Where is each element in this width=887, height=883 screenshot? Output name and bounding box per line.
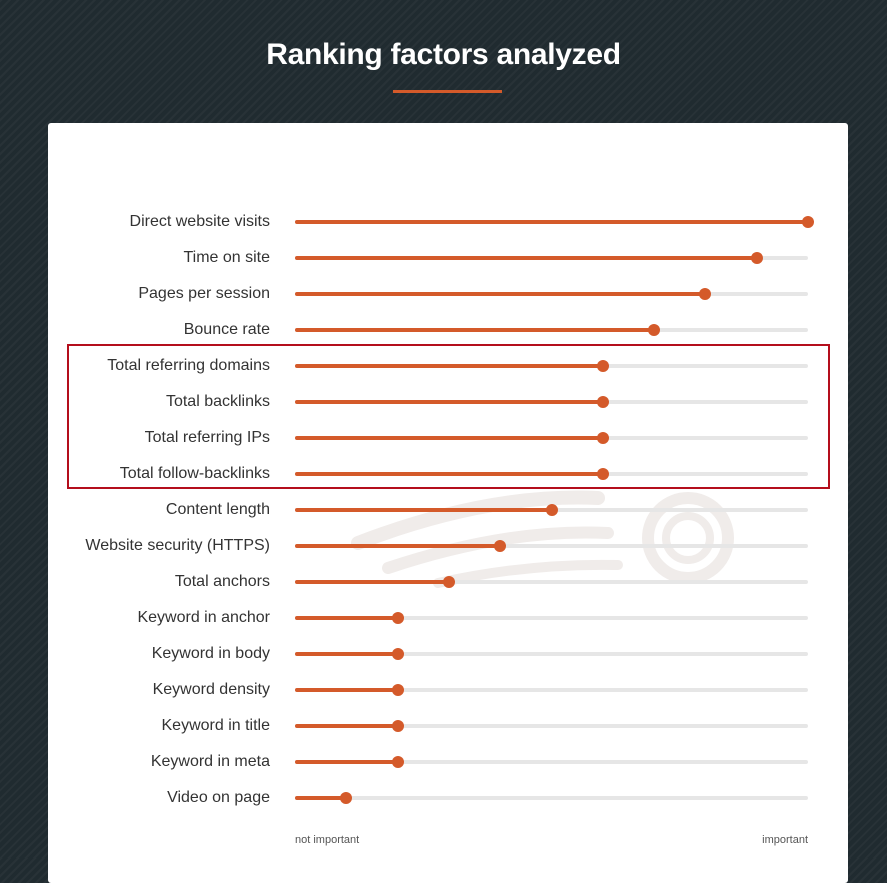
bar-value-marker (442, 576, 455, 588)
bar-fill (295, 436, 603, 440)
bar-track (295, 540, 808, 552)
bar-value-marker (391, 684, 404, 696)
bar-label: Total referring domains (107, 357, 270, 374)
chart-card: Direct website visits Time on site Pages p… (48, 123, 848, 883)
bar-track (295, 792, 808, 804)
bar-value-marker (750, 252, 763, 264)
bar-track (295, 576, 808, 588)
bar-label: Total anchors (174, 573, 270, 590)
bar-row: Total referring IPs (48, 420, 848, 456)
bar-track (295, 504, 808, 516)
bar-track (295, 468, 808, 480)
bar-fill (295, 544, 501, 548)
bar-label: Keyword in meta (150, 753, 270, 770)
bar-row: Total anchors (48, 564, 848, 600)
bar-row: Keyword density (48, 672, 848, 708)
bar-row: Keyword in anchor (48, 600, 848, 636)
bar-value-marker (596, 432, 609, 444)
bar-fill (295, 256, 757, 260)
bar-row: Time on site (48, 240, 848, 276)
brand-watermark-icon (351, 490, 734, 588)
axis-max-label: important (762, 834, 808, 846)
bar-row: Total follow-backlinks (48, 456, 848, 492)
bar-label: Website security (HTTPS) (85, 537, 270, 554)
bar-fill (295, 652, 398, 656)
bar-row: Pages per session (48, 276, 848, 312)
bar-track (295, 684, 808, 696)
bar-label: Content length (165, 501, 270, 518)
bar-fill (295, 508, 552, 512)
bar-label: Time on site (183, 249, 270, 266)
bar-value-marker (802, 216, 814, 228)
bar-label: Direct website visits (129, 213, 270, 230)
bar-label: Keyword in title (161, 717, 271, 734)
bar-fill (295, 292, 706, 296)
bar-track (295, 324, 808, 336)
bar-track (295, 216, 814, 228)
bar-row: Direct website visits (48, 204, 848, 240)
bar-track (295, 612, 808, 624)
bar-label: Total follow-backlinks (119, 465, 270, 482)
bar-row: Keyword in body (48, 636, 848, 672)
bar-track (295, 648, 808, 660)
bar-track (295, 396, 808, 408)
bar-value-marker (596, 468, 609, 480)
bar-fill (295, 364, 603, 368)
bar-label: Pages per session (138, 285, 270, 302)
bar-value-marker (545, 504, 558, 516)
bar-value-marker (391, 612, 404, 624)
bar-value-marker (596, 396, 609, 408)
bar-label: Video on page (167, 789, 270, 806)
bar-row: Keyword in meta (48, 744, 848, 780)
bar-label: Keyword density (152, 681, 270, 698)
bar-fill (295, 400, 603, 404)
bar-label: Bounce rate (183, 321, 270, 338)
bar-fill (295, 472, 603, 476)
title-underline (393, 90, 502, 93)
bar-row: Content length (48, 492, 848, 528)
page-title: Ranking factors analyzed (266, 38, 621, 71)
bar-value-marker (596, 360, 609, 372)
bar-fill (295, 760, 398, 764)
bar-value-marker (391, 756, 404, 768)
bar-fill (295, 724, 398, 728)
bar-track (295, 360, 808, 372)
bar-fill (295, 616, 398, 620)
bar-value-marker (494, 540, 507, 552)
bar-fill (295, 580, 449, 584)
bar-track (295, 756, 808, 768)
bar-row: Website security (HTTPS) (48, 528, 848, 564)
bar-label: Total backlinks (165, 393, 270, 410)
bar-fill (295, 796, 347, 800)
bar-value-marker (340, 792, 353, 804)
bar-label: Total referring IPs (144, 429, 270, 446)
bar-label: Keyword in anchor (137, 609, 270, 626)
bar-row: Keyword in title (48, 708, 848, 744)
bar-value-marker (648, 324, 661, 336)
axis-min-label: not important (295, 834, 360, 846)
highlight-box (67, 344, 830, 489)
bar-fill (295, 688, 398, 692)
bar-value-marker (391, 720, 404, 732)
bar-fill (295, 220, 808, 224)
bar-value-marker (391, 648, 404, 660)
bar-row: Total backlinks (48, 384, 848, 420)
bar-row: Total referring domains (48, 348, 848, 384)
bar-label: Keyword in body (151, 645, 270, 662)
bar-row: Video on page (48, 780, 848, 816)
bar-track (295, 432, 808, 444)
bar-track (295, 720, 808, 732)
bar-track (295, 288, 808, 300)
bar-track (295, 252, 808, 264)
bar-value-marker (699, 288, 712, 300)
bar-row: Bounce rate (48, 312, 848, 348)
bar-fill (295, 328, 655, 332)
